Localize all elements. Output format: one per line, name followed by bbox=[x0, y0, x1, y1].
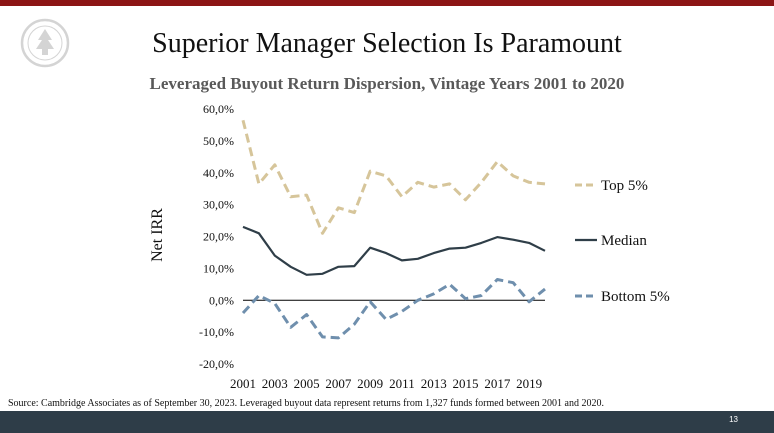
legend: Top 5% Median Bottom 5% bbox=[575, 178, 670, 305]
y-tick-label: 30,0% bbox=[203, 198, 234, 212]
chart-title: Leveraged Buyout Return Dispersion, Vint… bbox=[149, 74, 625, 93]
top-accent-bar bbox=[0, 0, 774, 6]
x-tick-label: 2015 bbox=[453, 376, 479, 391]
x-tick-label: 2007 bbox=[325, 376, 352, 391]
university-seal-logo bbox=[20, 18, 70, 68]
y-tick-label: 20,0% bbox=[203, 230, 234, 244]
y-tick-label: 50,0% bbox=[203, 134, 234, 148]
y-tick-label: -20,0% bbox=[199, 357, 234, 371]
legend-label-2: Bottom 5% bbox=[601, 289, 670, 305]
legend-label-1: Median bbox=[601, 233, 647, 249]
series-line-2 bbox=[241, 278, 546, 340]
legend-label-0: Top 5% bbox=[601, 178, 648, 194]
x-tick-label: 2019 bbox=[516, 376, 542, 391]
y-axis-tick-labels: -20,0% -10,0% 0,0% 10,0% 20,0% 30,0% 40,0% 50,0… bbox=[199, 102, 234, 371]
series-lines bbox=[241, 119, 546, 340]
y-tick-label: 10,0% bbox=[203, 261, 234, 275]
source-note: Source: Cambridge Associates as of Septe… bbox=[8, 398, 604, 409]
slide-title: Superior Manager Selection Is Paramount bbox=[152, 28, 622, 59]
x-tick-label: 2011 bbox=[389, 376, 415, 391]
x-tick-label: 2017 bbox=[484, 376, 511, 391]
x-tick-label: 2013 bbox=[421, 376, 447, 391]
y-axis-label: Net IRR bbox=[149, 208, 166, 262]
y-tick-label: 0,0% bbox=[209, 293, 234, 307]
x-tick-label: 2001 bbox=[230, 376, 256, 391]
series-line-0 bbox=[241, 119, 546, 235]
footer-bar bbox=[0, 411, 774, 433]
y-tick-label: -10,0% bbox=[199, 325, 234, 339]
line-chart: -20,0% -10,0% 0,0% 10,0% 20,0% 30,0% 40,0% 50,0… bbox=[149, 102, 670, 391]
y-tick-label: 40,0% bbox=[203, 166, 234, 180]
x-tick-label: 2005 bbox=[294, 376, 320, 391]
y-tick-label: 60,0% bbox=[203, 102, 234, 116]
series-line-1 bbox=[242, 225, 546, 276]
page-number: 13 bbox=[729, 415, 738, 424]
x-axis-tick-labels: 2001 2003 2005 2007 2009 2011 2013 2015 2017 2019 bbox=[230, 376, 542, 391]
x-tick-label: 2003 bbox=[262, 376, 288, 391]
x-tick-label: 2009 bbox=[357, 376, 383, 391]
